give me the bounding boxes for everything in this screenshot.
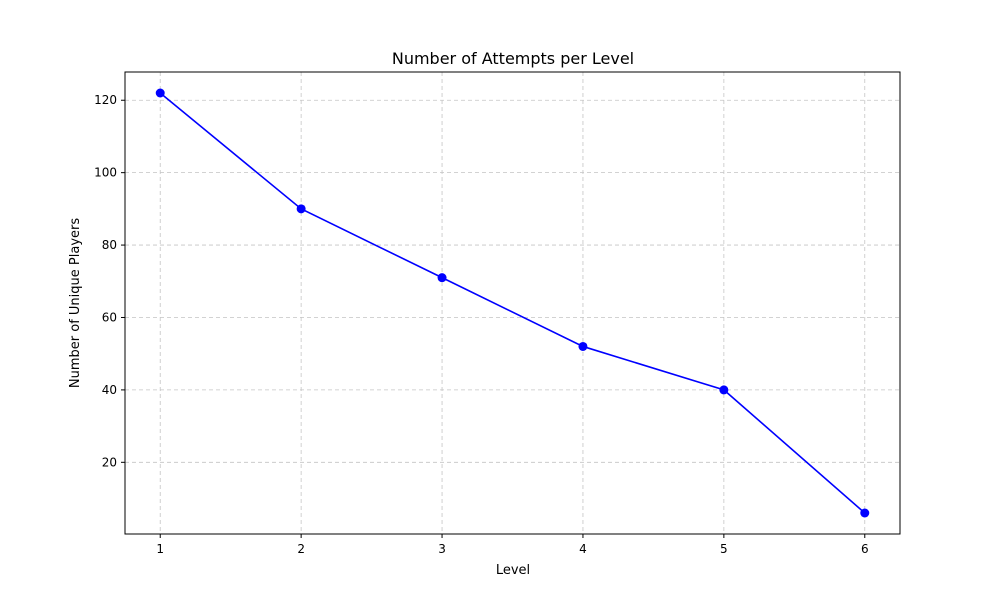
plot-frame xyxy=(124,71,901,535)
data-point xyxy=(155,88,165,98)
x-tick-label: 2 xyxy=(297,542,305,556)
data-point xyxy=(296,204,306,214)
data-point xyxy=(860,508,870,518)
x-tick-label: 1 xyxy=(156,542,164,556)
chart-title: Number of Attempts per Level xyxy=(392,49,634,68)
y-tick-label: 120 xyxy=(94,93,117,107)
data-point xyxy=(578,341,588,351)
x-tick-label: 4 xyxy=(579,542,587,556)
y-tick-label: 40 xyxy=(102,383,117,397)
y-tick-label: 20 xyxy=(102,455,117,469)
series-line xyxy=(159,92,866,514)
x-axis: 1 2 3 4 5 6 xyxy=(156,534,869,556)
x-axis-label: Level xyxy=(496,563,530,578)
y-tick-label: 100 xyxy=(94,166,117,180)
y-tick-label: 60 xyxy=(102,310,117,324)
y-axis: 20 40 60 80 100 120 xyxy=(94,93,125,469)
y-axis-label: Number of Unique Players xyxy=(68,218,83,388)
x-tick-label: 6 xyxy=(861,542,869,556)
x-tick-label: 5 xyxy=(720,542,728,556)
series-layer xyxy=(155,88,870,518)
x-tick-label: 3 xyxy=(438,542,446,556)
y-tick-label: 80 xyxy=(102,238,117,252)
grid xyxy=(125,72,900,534)
data-point xyxy=(719,385,729,395)
data-point xyxy=(437,273,447,283)
